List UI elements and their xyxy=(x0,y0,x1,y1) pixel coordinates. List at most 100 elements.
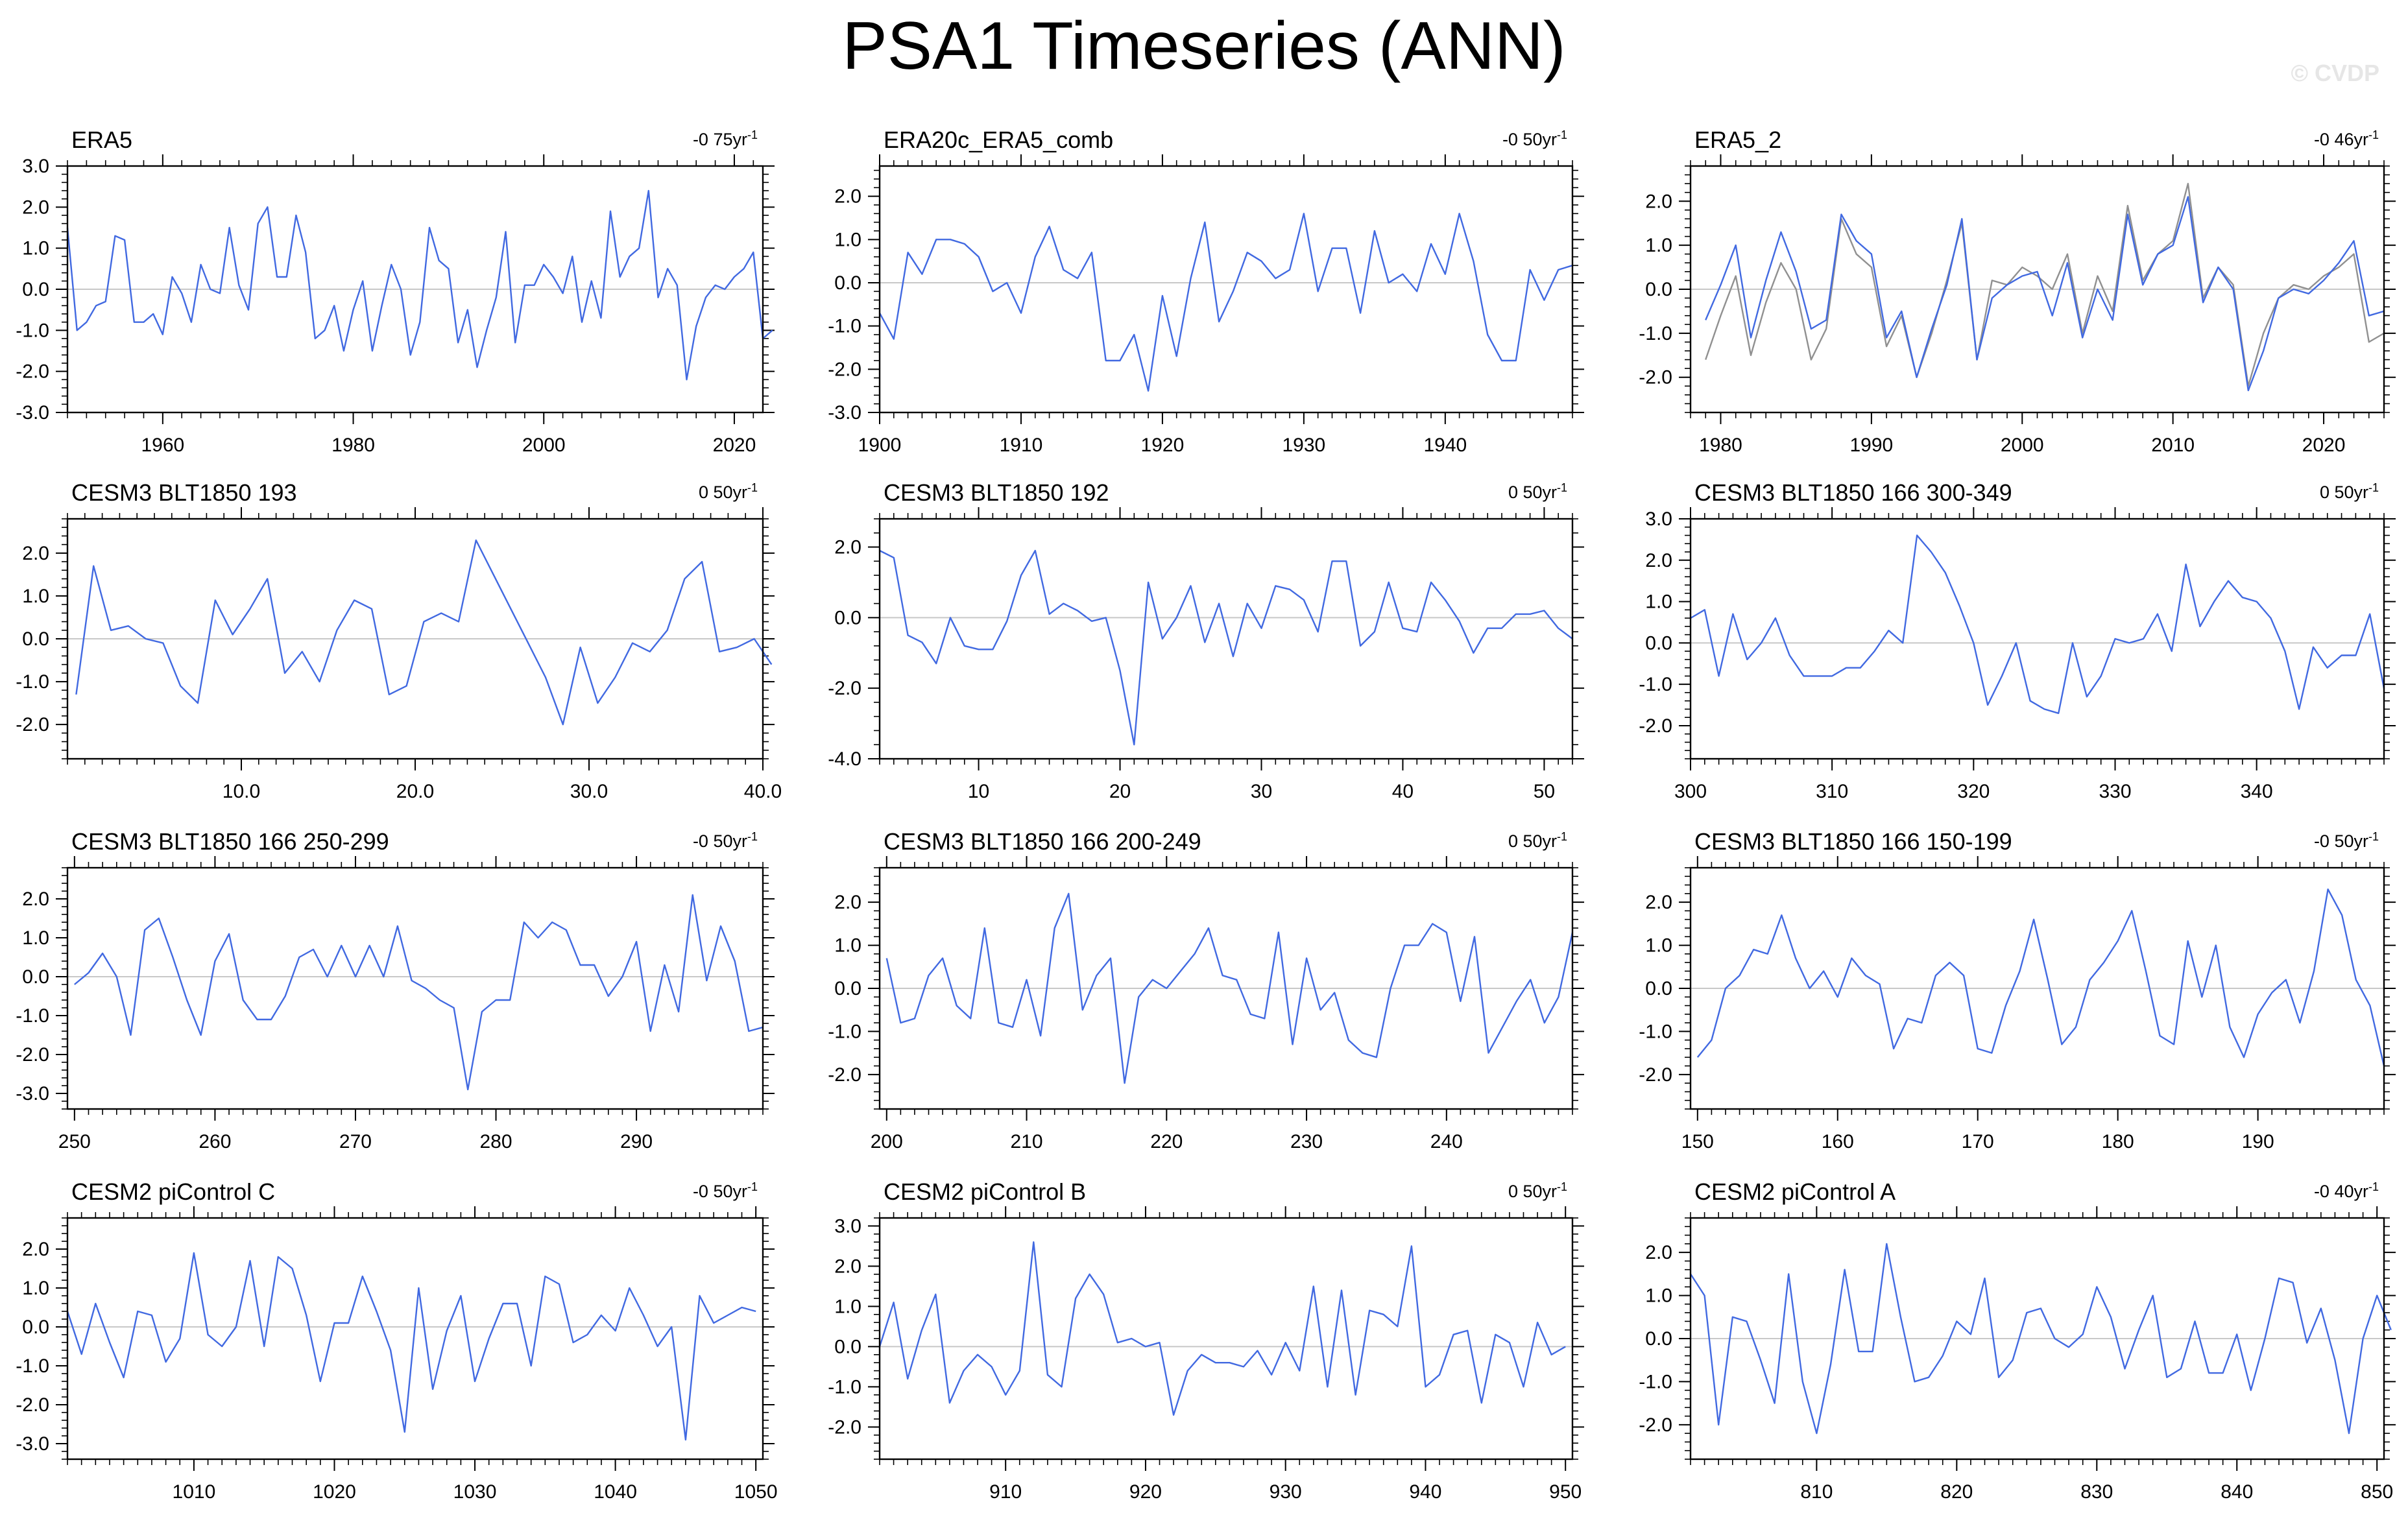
panel-title: CESM2 piControl A xyxy=(1694,1178,1896,1205)
y-tick-label: 0.0 xyxy=(22,1317,49,1338)
y-tick-label: -3.0 xyxy=(16,1433,49,1455)
watermark: © CVDP xyxy=(2291,60,2379,86)
panel-3: 10.0 20.0 30.0 40.0 -2.0 -1.0 0.0 1.0 2.0 CESM3 B… xyxy=(16,479,782,802)
trend-label: 0 50yr-1 xyxy=(1508,481,1567,502)
x-tick-label: 1900 xyxy=(858,435,902,456)
x-tick-label: 30 xyxy=(1251,781,1272,802)
panel-title: CESM2 piControl C xyxy=(71,1178,275,1205)
x-tick-label: 150 xyxy=(1681,1131,1714,1152)
x-tick-label: 250 xyxy=(58,1131,91,1152)
y-tick-label: -2.0 xyxy=(16,1044,49,1066)
panel-8: 150 160 170 180 190 -2.0 -1.0 0.0 1.0 2.0 CESM3 BL… xyxy=(1639,828,2396,1152)
x-tick-label: 270 xyxy=(339,1131,372,1152)
x-tick-label: 850 xyxy=(2361,1481,2393,1503)
series-line-0 xyxy=(66,1252,756,1441)
y-tick-label: -2.0 xyxy=(16,714,49,735)
y-tick-label: -2.0 xyxy=(828,1416,861,1438)
y-tick-label: 2.0 xyxy=(1645,892,1672,913)
y-tick-label: 0.0 xyxy=(834,978,861,999)
y-tick-label: -3.0 xyxy=(16,402,49,423)
x-tick-label: 840 xyxy=(2221,1481,2253,1503)
x-tick-label: 10.0 xyxy=(223,781,260,802)
panel-title: CESM3 BLT1850 166 250-299 xyxy=(71,828,389,855)
x-tick-label: 280 xyxy=(479,1131,512,1152)
x-tick-label: 1990 xyxy=(1849,435,1893,456)
plot-frame xyxy=(66,165,764,414)
x-tick-label: 300 xyxy=(1674,781,1707,802)
series-line-0 xyxy=(879,549,1573,746)
y-tick-label: 2.0 xyxy=(22,543,49,564)
series-line-0 xyxy=(1696,888,2385,1066)
plot-frame xyxy=(878,518,1574,760)
y-tick-label: -2.0 xyxy=(828,678,861,699)
x-tick-label: 2010 xyxy=(2151,435,2195,456)
plot-frame xyxy=(66,866,764,1110)
y-tick-label: 2.0 xyxy=(834,537,861,558)
x-tick-label: 40 xyxy=(1392,781,1414,802)
y-tick-label: 0.0 xyxy=(22,966,49,988)
x-tick-label: 2020 xyxy=(2302,435,2346,456)
y-tick-label: -1.0 xyxy=(16,1355,49,1377)
x-tick-label: 1960 xyxy=(141,435,184,456)
y-tick-label: 2.0 xyxy=(834,1256,861,1277)
trend-label: -0 50yr-1 xyxy=(693,830,758,851)
trend-label: 0 50yr-1 xyxy=(2320,481,2379,502)
x-tick-label: 220 xyxy=(1150,1131,1183,1152)
x-tick-label: 340 xyxy=(2241,781,2273,802)
panel-title: ERA5_2 xyxy=(1694,126,1781,153)
x-tick-label: 1940 xyxy=(1423,435,1467,456)
y-tick-label: 0.0 xyxy=(22,628,49,650)
y-tick-label: 1.0 xyxy=(22,927,49,949)
x-tick-label: 20.0 xyxy=(396,781,434,802)
series-line-0 xyxy=(878,1241,1566,1416)
x-tick-label: 1040 xyxy=(594,1481,637,1503)
y-tick-label: 3.0 xyxy=(22,156,49,177)
x-tick-label: 1930 xyxy=(1282,435,1326,456)
plot-frame xyxy=(878,866,1574,1110)
x-tick-label: 200 xyxy=(871,1131,903,1152)
plot-frame xyxy=(66,1217,764,1460)
trend-label: -0 50yr-1 xyxy=(2314,830,2379,851)
y-tick-label: 2.0 xyxy=(1645,191,1672,212)
y-tick-label: 0.0 xyxy=(834,272,861,294)
x-tick-label: 320 xyxy=(1957,781,1990,802)
panel-title: CESM3 BLT1850 192 xyxy=(884,479,1109,506)
y-tick-label: -2.0 xyxy=(16,361,49,383)
trend-label: -0 46yr-1 xyxy=(2314,128,2379,149)
x-tick-label: 290 xyxy=(620,1131,653,1152)
y-tick-label: 1.0 xyxy=(22,238,49,259)
trend-label: 0 50yr-1 xyxy=(1508,1180,1567,1201)
y-tick-label: -1.0 xyxy=(828,1376,861,1398)
plot-frame xyxy=(878,165,1574,414)
y-tick-label: -1.0 xyxy=(828,316,861,337)
panel-title: CESM3 BLT1850 166 300-349 xyxy=(1694,479,2012,506)
x-tick-label: 1010 xyxy=(173,1481,216,1503)
x-tick-label: 810 xyxy=(1800,1481,1833,1503)
panel-7: 200 210 220 230 240 -2.0 -1.0 0.0 1.0 2.0 CESM3 BL… xyxy=(828,828,1584,1152)
trend-label: -0 50yr-1 xyxy=(1502,128,1567,149)
y-tick-label: 1.0 xyxy=(22,586,49,607)
panel-title: CESM3 BLT1850 166 150-199 xyxy=(1694,828,2012,855)
panel-title: ERA5 xyxy=(71,126,132,153)
y-tick-label: -4.0 xyxy=(828,748,861,770)
x-tick-label: 40.0 xyxy=(744,781,782,802)
series-line-1 xyxy=(1705,196,2385,392)
x-tick-label: 30.0 xyxy=(570,781,608,802)
y-tick-label: 0.0 xyxy=(834,607,861,628)
panel-4: 10 20 30 40 50 -4.0 -2.0 0.0 2.0 CESM3 BLT1850 19… xyxy=(828,479,1584,802)
plot-frame xyxy=(1689,866,2385,1110)
x-tick-label: 1910 xyxy=(1000,435,1043,456)
y-tick-label: 2.0 xyxy=(834,892,861,913)
panel-11: 810 820 830 840 850 -2.0 -1.0 0.0 1.0 2.0 CESM2 pi… xyxy=(1639,1178,2396,1503)
y-tick-label: 1.0 xyxy=(22,1278,49,1299)
y-tick-label: 1.0 xyxy=(1645,235,1672,256)
x-tick-label: 910 xyxy=(989,1481,1022,1503)
y-tick-label: -1.0 xyxy=(1639,1371,1672,1392)
series-line-0 xyxy=(75,539,773,726)
panel-2: 1980 1990 2000 2010 2020 -2.0 -1.0 0.0 1.0 2.0 ERA… xyxy=(1639,126,2396,456)
x-tick-label: 950 xyxy=(1549,1481,1582,1503)
y-tick-label: 2.0 xyxy=(1645,1242,1672,1263)
y-tick-label: -3.0 xyxy=(828,402,861,423)
x-tick-label: 1020 xyxy=(313,1481,356,1503)
